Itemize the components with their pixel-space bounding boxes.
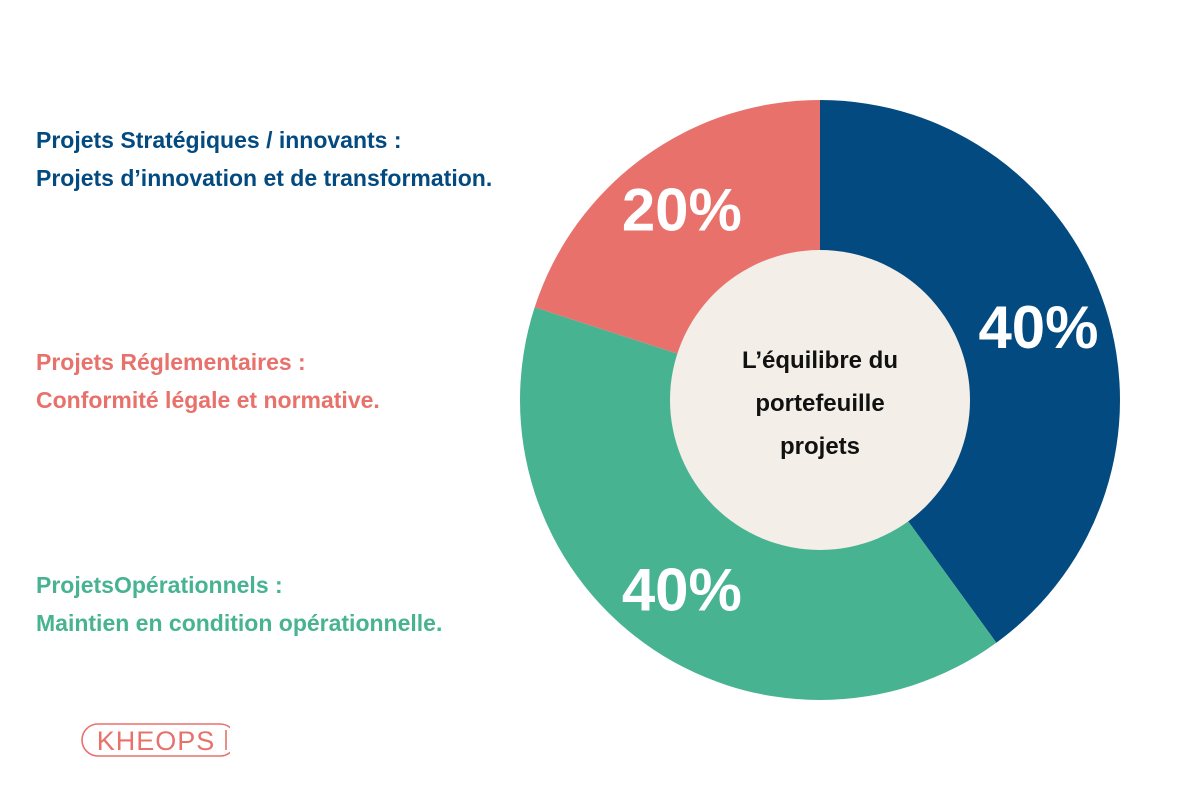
slice-value-label-1: 40%: [622, 557, 742, 624]
logo-frame: [81, 723, 230, 757]
donut-center: [670, 250, 970, 550]
legend-operational-title: ProjetsOpérationnels :: [36, 572, 283, 598]
legend-operational: ProjetsOpérationnels : Maintien en condi…: [36, 566, 442, 642]
legend-regulatory-title: Projets Réglementaires :: [36, 349, 306, 375]
legend-operational-description: Maintien en condition opérationnelle.: [36, 610, 443, 636]
legend-strategic-title: Projets Stratégiques / innovants :: [36, 127, 402, 153]
slice-value-label-2: 20%: [622, 176, 742, 243]
legend-strategic: Projets Stratégiques / innovants : Proje…: [36, 121, 492, 197]
legend-strategic-description: Projets d’innovation et de transformatio…: [36, 165, 493, 191]
logo-text: KHEOPS: [97, 726, 216, 756]
slice-value-label-0: 40%: [978, 294, 1098, 361]
legend-regulatory: Projets Réglementaires : Conformité léga…: [36, 343, 380, 419]
donut-slice-0: [820, 100, 1120, 643]
center-label-line-3: projets: [780, 433, 860, 460]
legend-regulatory-description: Conformité légale et normative.: [36, 387, 380, 413]
center-label-line-1: L’équilibre du: [742, 347, 898, 374]
kheops-logo: KHEOPS: [81, 723, 230, 757]
center-label-line-2: portefeuille: [755, 390, 884, 417]
